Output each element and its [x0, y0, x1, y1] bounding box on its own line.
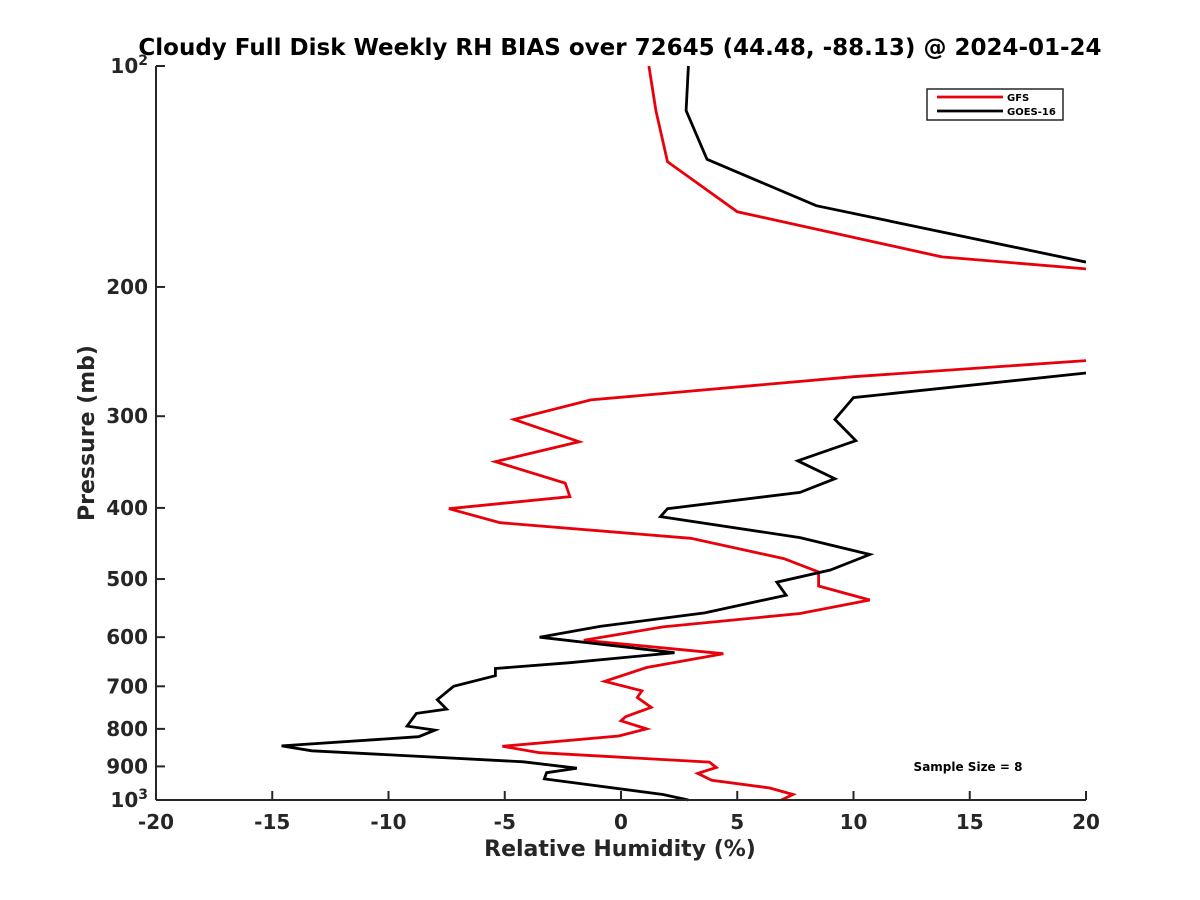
series-line-gfs-segment-1 — [647, 65, 1086, 271]
y-tick-label: 300 — [106, 404, 148, 428]
y-tick-label: 900 — [106, 754, 148, 778]
series-line-goes-16-segment-1 — [684, 65, 1086, 264]
x-tick-label: -10 — [370, 810, 406, 834]
y-tick-label: 600 — [106, 625, 148, 649]
chart-title: Cloudy Full Disk Weekly RH BIAS over 726… — [138, 35, 1101, 61]
y-axis-title: Pressure (mb) — [75, 345, 100, 521]
x-tick-label: 10 — [840, 810, 868, 834]
x-tick-label: -15 — [254, 810, 290, 834]
legend-box — [926, 88, 1064, 121]
y-tick-label: 800 — [106, 717, 148, 741]
legend-label-gfs: GFS — [1007, 93, 1029, 104]
y-tick-label: 700 — [106, 674, 148, 698]
y-tick-label: 400 — [106, 496, 148, 520]
legend: GFS GOES-16 — [926, 88, 1064, 121]
y-tick-label: 102 — [110, 53, 148, 78]
x-tick-label: 5 — [730, 810, 744, 834]
series-line-gfs-segment-2 — [448, 359, 1086, 802]
x-tick-label: 0 — [614, 810, 628, 834]
ticks-layer: -20 -15 -10 -5 0 5 10 15 20 102 200 300 400 500 600 700… — [106, 53, 1100, 834]
x-tick-label: -20 — [138, 810, 174, 834]
y-tick-label: 500 — [106, 567, 148, 591]
x-tick-label: 15 — [956, 810, 984, 834]
series-line-goes-16-segment-2 — [281, 371, 1086, 802]
x-tick-label: -5 — [494, 810, 516, 834]
x-axis-title: Relative Humidity (%) — [484, 837, 756, 862]
y-tick-label: 103 — [110, 787, 148, 812]
sample-size-annotation: Sample Size = 8 — [914, 760, 1023, 774]
series-layer — [281, 65, 1086, 802]
legend-label-goes-16: GOES-16 — [1007, 107, 1056, 118]
y-tick-label: 200 — [106, 275, 148, 299]
x-tick-label: 20 — [1072, 810, 1100, 834]
